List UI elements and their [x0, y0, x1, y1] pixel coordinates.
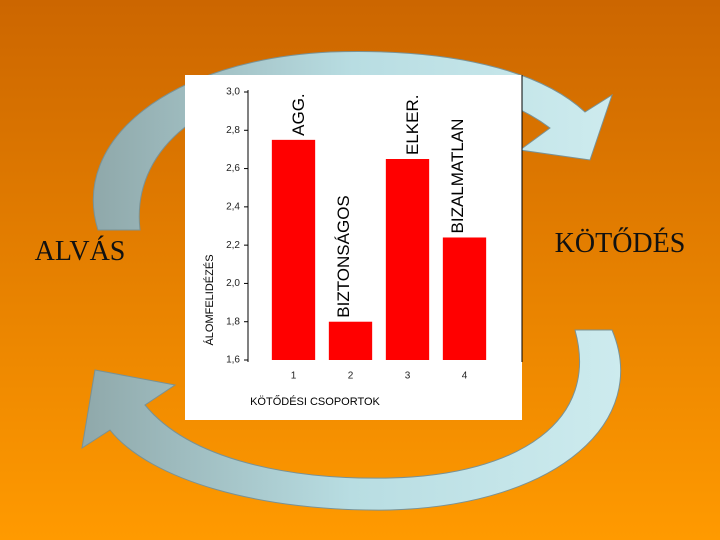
y-tick-label: 1,6 — [226, 355, 240, 366]
x-tick-label: 2 — [348, 371, 354, 382]
bar-annotation: BIZALMATLAN — [448, 119, 467, 234]
bar — [271, 139, 316, 360]
y-axis-label: ÁLOMFELIDÉZÉS — [203, 254, 216, 345]
y-tick-label: 2,2 — [226, 240, 240, 251]
bar — [385, 159, 430, 360]
bar — [442, 237, 487, 360]
y-tick-label: 1,8 — [226, 316, 240, 327]
bar-annotation: AGG. — [289, 93, 308, 136]
y-tick-label: 2,4 — [226, 201, 240, 212]
right-label: KÖTŐDÉS — [555, 228, 686, 259]
bar — [328, 321, 373, 360]
x-axis-label: KÖTŐDÉSI CSOPORTOK — [250, 394, 380, 408]
bar-annotation: BIZTONSÁGOS — [334, 195, 353, 318]
x-tick-label: 1 — [291, 371, 297, 382]
x-tick-label: 4 — [462, 371, 468, 382]
left-label: ALVÁS — [35, 236, 126, 267]
y-tick-label: 2,8 — [226, 125, 240, 136]
y-tick-label: 3,0 — [226, 87, 240, 98]
bar-annotation: ELKER. — [403, 95, 422, 155]
y-tick-label: 2,0 — [226, 278, 240, 289]
x-tick-label: 3 — [405, 371, 411, 382]
y-tick-label: 2,6 — [226, 163, 240, 174]
bottom-arrow — [81, 329, 622, 511]
